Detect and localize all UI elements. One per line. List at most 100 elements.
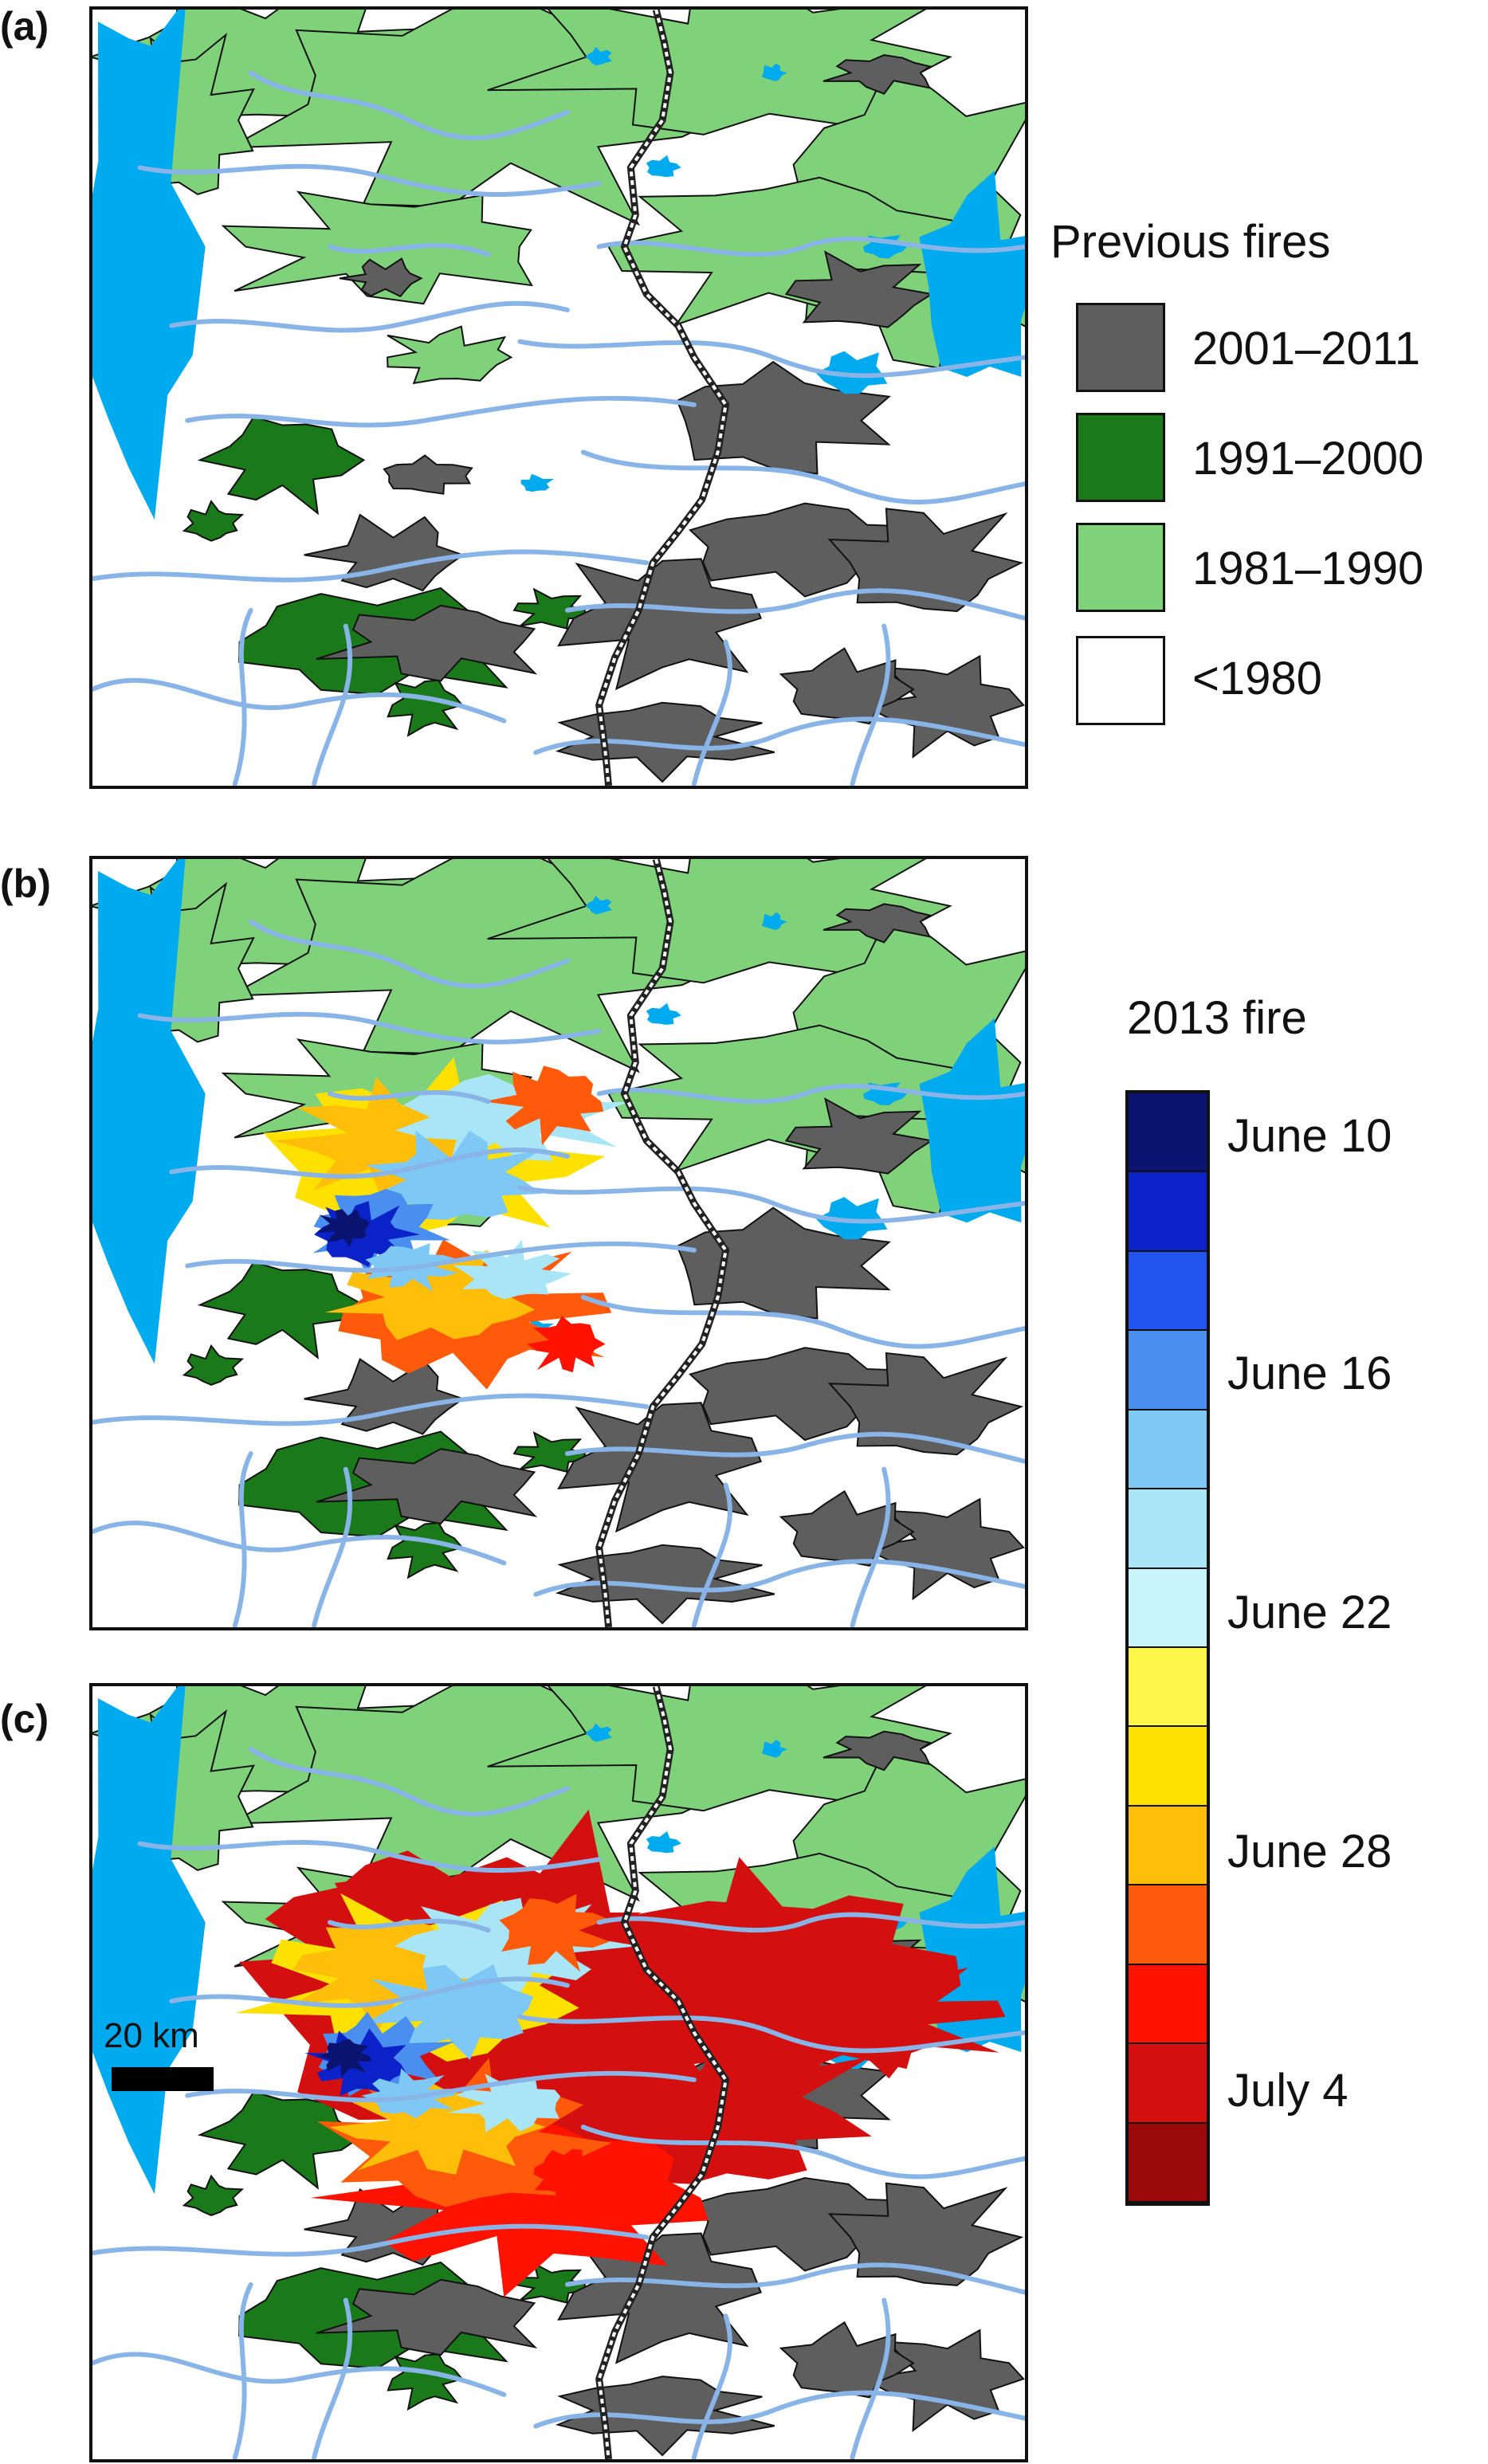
- colorbar-cell: [1129, 1964, 1207, 2045]
- burn-1991-2000: [512, 1431, 587, 1473]
- map-c-svg: [92, 1686, 1025, 2459]
- fire-area: [533, 2148, 612, 2207]
- burn-1991-2000: [182, 2174, 245, 2216]
- burn-2001-2011: [304, 1358, 465, 1435]
- burn-1991-2000: [197, 1261, 366, 1360]
- fire-area: [361, 2068, 458, 2119]
- river: [137, 163, 602, 197]
- river: [327, 1090, 491, 1104]
- map-a-svg: [92, 10, 1025, 786]
- burn-2001-2011: [827, 2182, 1024, 2286]
- water-body: [761, 63, 787, 82]
- scale-bar: [112, 2067, 214, 2091]
- river: [596, 236, 1025, 257]
- river: [312, 1466, 353, 1627]
- burn-2001-2011: [304, 513, 465, 592]
- scale-bar-label: 20 km: [104, 2016, 199, 2055]
- river: [92, 2223, 650, 2257]
- legend-label-2001-2011: 2001–2011: [1192, 323, 1421, 375]
- water-body: [761, 1740, 787, 1758]
- river: [580, 2125, 1025, 2180]
- burn-2001-2011: [784, 1097, 934, 1175]
- panel-label-b: (b): [0, 861, 51, 906]
- colorbar-cell: [1129, 1727, 1207, 1807]
- burn-2001-2011: [557, 558, 762, 691]
- water-body: [815, 351, 888, 394]
- burn-2001-2011: [557, 1402, 762, 1533]
- river: [137, 1011, 602, 1045]
- burn-2001-2011: [676, 1206, 891, 1320]
- colorbar-cell: [1129, 2044, 1207, 2124]
- fire-area: [527, 1316, 606, 1373]
- water-body: [919, 170, 1025, 378]
- burn-2001-2011: [827, 1352, 1024, 1456]
- legend-swatch-1991-2000: [1076, 413, 1165, 502]
- river: [580, 1294, 1025, 1349]
- river: [850, 1466, 891, 1627]
- burn-1981-1990: [387, 325, 513, 385]
- burn-2001-2011: [676, 360, 891, 475]
- legend-label-1981-1990: 1981–1990: [1192, 543, 1424, 594]
- river: [92, 549, 650, 583]
- river: [92, 1393, 650, 1426]
- border-line-inner: [597, 10, 728, 786]
- river: [248, 919, 570, 989]
- river: [850, 623, 891, 786]
- burn-2001-2011: [316, 1448, 538, 1524]
- burn-2001-2011: [827, 508, 1024, 613]
- river: [232, 1451, 253, 1627]
- colorbar-cell: [1129, 1885, 1207, 1965]
- legend-2013-title: 2013 fire: [1127, 992, 1307, 1044]
- colorbar-cell: [1129, 1489, 1207, 1569]
- river: [596, 1912, 1025, 1933]
- legend-label-pre-1980: <1980: [1192, 653, 1322, 704]
- river: [92, 2352, 507, 2397]
- river: [185, 1241, 697, 1273]
- water-body: [585, 1723, 613, 1742]
- river: [92, 677, 507, 724]
- water-body: [646, 1830, 681, 1854]
- water-body: [761, 912, 787, 931]
- river: [517, 1185, 1025, 1224]
- water-body: [646, 155, 681, 178]
- river: [533, 1559, 1025, 1597]
- colorbar-cell: [1129, 2123, 1207, 2203]
- legend-label-1991-2000: 1991–2000: [1192, 433, 1424, 485]
- water-body: [92, 10, 206, 520]
- burn-1991-2000: [182, 500, 245, 542]
- colorbar-cell: [1129, 1251, 1207, 1332]
- burn-2001-2011: [823, 1730, 932, 1771]
- river: [137, 1840, 602, 1874]
- fire-area: [316, 1209, 370, 1247]
- river: [312, 623, 353, 786]
- colorbar-label-june-10: June 10: [1227, 1110, 1392, 1162]
- legend-previous-title: Previous fires: [1050, 216, 1331, 268]
- river: [169, 1976, 570, 2008]
- fire-area: [499, 1893, 611, 1972]
- river: [533, 2390, 1025, 2429]
- river: [691, 1482, 732, 1627]
- water-body: [585, 896, 613, 915]
- panel-label-a: (a): [0, 4, 49, 49]
- colorbar-label-june-16: June 16: [1227, 1348, 1392, 1399]
- fire-area: [363, 1964, 534, 2060]
- burn-2001-2011: [383, 454, 473, 495]
- river: [169, 300, 570, 333]
- border-line-inner: [597, 859, 728, 1627]
- legend-swatch-2001-2011: [1076, 303, 1165, 392]
- burn-2001-2011: [557, 2232, 762, 2364]
- water-body: [919, 1018, 1025, 1223]
- colorbar-cell: [1129, 1410, 1207, 1490]
- burn-1991-2000: [197, 415, 366, 516]
- fire-area: [316, 2038, 371, 2078]
- river: [312, 2297, 353, 2459]
- water-body: [92, 859, 206, 1364]
- water-body: [520, 473, 555, 492]
- river: [533, 716, 1025, 755]
- water-body: [646, 1002, 681, 1026]
- river: [691, 639, 732, 786]
- fire-area: [324, 1246, 536, 1340]
- river: [232, 2282, 253, 2459]
- fire-area: [447, 2074, 561, 2132]
- fire-date-colorbar: [1125, 1090, 1210, 2206]
